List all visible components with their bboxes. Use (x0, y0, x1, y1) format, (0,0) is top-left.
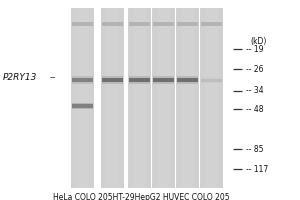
Bar (101, 8, 124, 188)
Text: -- 19: -- 19 (246, 45, 263, 53)
Bar (201, 78, 222, 82)
Bar (205, 8, 218, 188)
Text: -- 117: -- 117 (246, 164, 268, 173)
Bar (177, 78, 198, 82)
Bar (152, 8, 175, 188)
Text: (kD): (kD) (250, 37, 267, 46)
Text: HeLa COLO 205HT-29HepG2 HUVEC COLO 205: HeLa COLO 205HT-29HepG2 HUVEC COLO 205 (53, 193, 229, 200)
Bar (200, 8, 223, 188)
Bar (72, 78, 93, 82)
Bar (72, 103, 93, 106)
Bar (153, 78, 174, 82)
Text: -- 26: -- 26 (246, 64, 263, 73)
Bar (72, 104, 93, 108)
Bar (133, 8, 146, 188)
Bar (201, 22, 222, 26)
Bar (153, 76, 174, 84)
Bar (76, 8, 89, 188)
Bar (72, 22, 93, 26)
Bar (106, 8, 119, 188)
Bar (102, 78, 123, 82)
Bar (181, 8, 194, 188)
Bar (72, 106, 93, 109)
Bar (129, 78, 150, 82)
Bar (102, 76, 123, 84)
Bar (72, 76, 93, 84)
Bar (102, 22, 123, 26)
Text: P2RY13: P2RY13 (3, 73, 38, 82)
Bar (128, 8, 151, 188)
Bar (176, 8, 199, 188)
Bar (157, 8, 170, 188)
Bar (129, 22, 150, 26)
Bar (153, 22, 174, 26)
Text: --: -- (50, 73, 56, 82)
Text: -- 48: -- 48 (246, 104, 263, 114)
Bar (129, 76, 150, 84)
Bar (177, 22, 198, 26)
Bar (71, 8, 94, 188)
Text: -- 34: -- 34 (246, 86, 264, 95)
Bar (177, 76, 198, 84)
Text: -- 85: -- 85 (246, 144, 263, 154)
Bar (201, 77, 222, 83)
